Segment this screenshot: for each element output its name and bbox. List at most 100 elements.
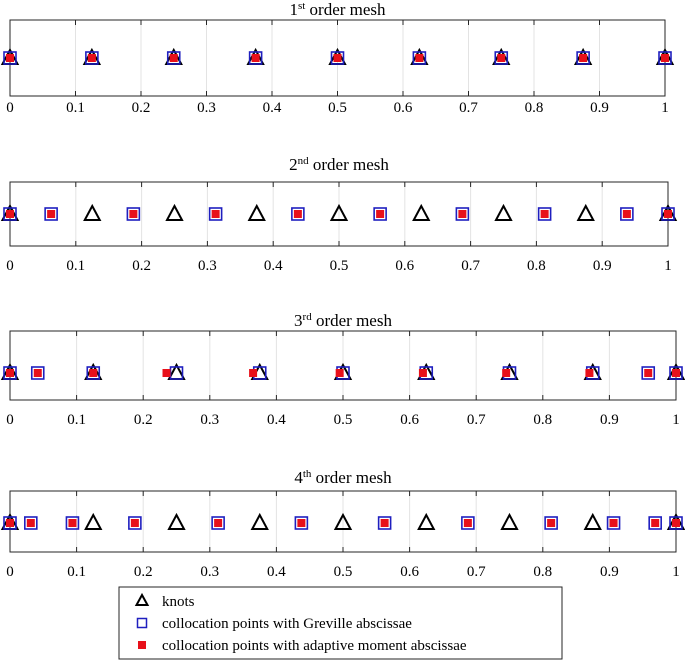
adaptive-point-marker bbox=[6, 210, 14, 218]
legend-label: collocation points with Greville absciss… bbox=[162, 616, 412, 632]
knot-marker bbox=[329, 203, 349, 221]
x-tick-label: 0.3 bbox=[200, 412, 219, 428]
x-tick-label: 0.2 bbox=[132, 100, 151, 116]
greville-point-marker bbox=[606, 516, 621, 530]
greville-point-marker bbox=[30, 366, 45, 380]
adaptive-point-marker bbox=[293, 210, 302, 218]
x-tick-label: 1 bbox=[661, 100, 669, 116]
x-tick-label: 0.3 bbox=[198, 258, 217, 274]
knot-marker bbox=[167, 512, 186, 530]
open-square-icon bbox=[136, 617, 148, 629]
greville-point-marker bbox=[166, 51, 181, 65]
adaptive-point-marker bbox=[622, 210, 631, 218]
triangle-icon bbox=[134, 592, 150, 606]
title-text: order mesh bbox=[311, 468, 392, 487]
greville-point-marker bbox=[24, 516, 38, 530]
legend-label: collocation points with adaptive moment … bbox=[162, 638, 467, 654]
greville-point-marker bbox=[669, 366, 683, 380]
greville-point-marker bbox=[86, 366, 101, 380]
greville-point-marker bbox=[65, 516, 80, 530]
greville-point-marker bbox=[412, 51, 427, 65]
greville-point-marker bbox=[3, 516, 17, 530]
x-tick-label: 0.6 bbox=[400, 412, 419, 428]
adaptive-point-marker bbox=[644, 369, 653, 377]
title-text: order mesh bbox=[312, 311, 393, 330]
x-tick-label: 0.3 bbox=[200, 564, 219, 580]
adaptive-point-marker bbox=[415, 54, 424, 62]
mesh-panel-2: 2nd order mesh 0 0.1 0.2 0.3 0.4 0.5 0.6 0.7 0.8 0… bbox=[0, 155, 678, 274]
knot-marker bbox=[333, 512, 353, 530]
greville-point-marker bbox=[377, 516, 392, 530]
adaptive-point-marker bbox=[89, 369, 98, 377]
knot-marker bbox=[247, 203, 266, 221]
x-tick-label: 0.8 bbox=[533, 564, 552, 580]
knot-marker bbox=[500, 512, 519, 530]
x-tick-label: 0.6 bbox=[395, 258, 414, 274]
x-tick-label: 0.1 bbox=[67, 412, 86, 428]
title-number: 3 bbox=[294, 311, 303, 330]
title-text: order mesh bbox=[309, 155, 390, 174]
adaptive-point-marker bbox=[130, 519, 139, 527]
x-tick-label: 1 bbox=[664, 258, 672, 274]
greville-point-marker bbox=[330, 51, 345, 65]
legend-item-adaptive: collocation points with adaptive moment … bbox=[138, 638, 467, 654]
x-tick-label: 0.7 bbox=[461, 258, 480, 274]
panel-title: 1st order mesh bbox=[289, 0, 386, 19]
adaptive-point-marker bbox=[376, 210, 385, 218]
panel-title: 2nd order mesh bbox=[289, 155, 389, 174]
knot-marker bbox=[576, 203, 595, 221]
greville-point-marker bbox=[291, 207, 305, 221]
adaptive-point-marker bbox=[214, 519, 223, 527]
greville-point-marker bbox=[211, 516, 225, 530]
adaptive-point-marker bbox=[249, 369, 258, 377]
greville-point-marker bbox=[620, 207, 634, 221]
x-tick-label: 0.7 bbox=[459, 100, 478, 116]
legend-item-greville: collocation points with Greville absciss… bbox=[136, 616, 412, 632]
adaptive-point-marker bbox=[672, 519, 680, 527]
panel-title: 3rd order mesh bbox=[294, 311, 392, 330]
title-text: order mesh bbox=[305, 0, 386, 19]
adaptive-point-marker bbox=[162, 369, 171, 377]
x-tick-label: 0.1 bbox=[67, 564, 86, 580]
greville-point-marker bbox=[658, 51, 672, 65]
x-tick-label: 0.5 bbox=[334, 564, 353, 580]
greville-point-marker bbox=[494, 51, 509, 65]
title-superscript: nd bbox=[298, 155, 310, 167]
adaptive-point-marker bbox=[333, 54, 342, 62]
x-tick-label: 0 bbox=[6, 258, 14, 274]
knot-marker bbox=[412, 203, 431, 221]
charts-container: 1st order mesh 0 0.1 0.2 0.3 0.4 0.5 0.6 0.7 0.8 0… bbox=[0, 0, 685, 580]
greville-point-marker bbox=[537, 207, 552, 221]
x-tick-label: 0.2 bbox=[134, 412, 153, 428]
x-tick-label: 0 bbox=[6, 564, 14, 580]
adaptive-point-marker bbox=[547, 519, 556, 527]
x-tick-label: 0.8 bbox=[525, 100, 544, 116]
adaptive-point-marker bbox=[651, 519, 660, 527]
adaptive-point-marker bbox=[6, 369, 14, 377]
title-number: 1 bbox=[289, 0, 298, 19]
adaptive-point-marker bbox=[129, 210, 138, 218]
greville-point-marker bbox=[128, 516, 142, 530]
adaptive-point-marker bbox=[579, 54, 588, 62]
adaptive-point-marker bbox=[211, 210, 220, 218]
x-tick-label: 0.2 bbox=[134, 564, 153, 580]
adaptive-point-marker bbox=[26, 519, 35, 527]
adaptive-point-marker bbox=[87, 54, 96, 62]
x-tick-label: 0.9 bbox=[600, 412, 619, 428]
panel-title: 4th order mesh bbox=[294, 468, 392, 487]
x-tick-label: 0.7 bbox=[467, 564, 486, 580]
mesh-panel-4: 4th order mesh 0 0.1 0.2 0.3 0.4 0.5 0.6 0.7 0.8 0… bbox=[0, 468, 685, 580]
greville-point-marker bbox=[208, 207, 223, 221]
adaptive-point-marker bbox=[664, 210, 672, 218]
greville-point-marker bbox=[248, 51, 263, 65]
adaptive-point-marker bbox=[585, 369, 594, 377]
knot-marker bbox=[165, 203, 184, 221]
adaptive-point-marker bbox=[380, 519, 389, 527]
greville-point-marker bbox=[669, 516, 683, 530]
x-tick-label: 0.4 bbox=[263, 100, 282, 116]
adaptive-point-marker bbox=[609, 519, 618, 527]
adaptive-point-marker bbox=[540, 210, 549, 218]
knot-marker bbox=[84, 512, 103, 530]
x-tick-label: 0.7 bbox=[467, 412, 486, 428]
